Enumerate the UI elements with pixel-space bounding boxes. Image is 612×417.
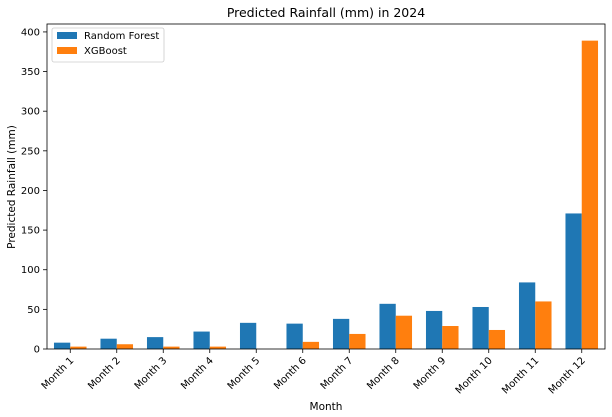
x-tick-label: Month 1 (40, 355, 77, 392)
legend: Random Forest XGBoost (51, 27, 165, 63)
bar-xgboost-4 (209, 346, 227, 349)
y-tick-label: 0 (34, 345, 40, 356)
y-tick-label: 100 (21, 265, 40, 276)
bar-random-forest-10 (472, 306, 489, 349)
plot-frame (46, 23, 606, 350)
bar-random-forest-4 (193, 331, 210, 349)
y-tick-label: 250 (21, 146, 40, 157)
bar-xgboost-9 (442, 326, 459, 349)
bar-random-forest-5 (239, 322, 257, 349)
x-tick-label: Month 5 (226, 355, 263, 392)
y-tick-label: 150 (21, 226, 40, 237)
bar-random-forest-2 (100, 338, 117, 349)
bar-xgboost-7 (349, 333, 366, 349)
bar-xgboost-12 (581, 40, 599, 350)
bar-xgboost-10 (488, 329, 506, 349)
legend-box (51, 27, 165, 63)
bar-random-forest-8 (379, 303, 396, 349)
bar-random-forest-7 (332, 318, 350, 349)
x-axis-label: Month (310, 401, 343, 413)
x-tick-label: Month 9 (412, 355, 449, 392)
y-tick-label: 200 (21, 186, 40, 197)
bar-random-forest-9 (425, 310, 443, 349)
bar-xgboost-6 (302, 341, 320, 349)
legend-label: Random Forest (84, 31, 159, 42)
x-tick-label: Month 4 (179, 355, 216, 392)
bar-random-forest-1 (53, 342, 71, 349)
y-axis: 0 50 100 150 200 250 300 350 400 (21, 27, 47, 356)
bar-random-forest-11 (518, 282, 536, 349)
x-tick-label: Month 11 (500, 355, 541, 396)
x-tick-label: Month 6 (272, 355, 309, 392)
x-tick-label: Month 12 (547, 355, 588, 396)
x-tick-label: Month 2 (86, 355, 123, 392)
bar-xgboost-1 (70, 346, 87, 349)
y-tick-label: 400 (21, 27, 40, 38)
x-axis: Month 1 Month 2 Month 3 Month 4 Month 5 Month… (40, 349, 588, 397)
legend-swatch (57, 47, 77, 54)
bar-random-forest-12 (565, 213, 582, 349)
y-tick-label: 350 (21, 67, 40, 78)
y-axis-label: Predicted Rainfall (mm) (6, 125, 18, 249)
y-tick-label: 50 (27, 305, 40, 316)
bar-random-forest-3 (146, 337, 164, 349)
x-tick-label: Month 10 (454, 355, 495, 396)
x-tick-label: Month 3 (133, 355, 170, 392)
x-tick-label: Month 8 (365, 355, 402, 392)
bar-random-forest-6 (286, 323, 303, 349)
bar-xgboost-3 (163, 346, 180, 349)
bar-xgboost-2 (116, 344, 134, 349)
bars-layer (53, 40, 599, 350)
legend-swatch (57, 32, 77, 39)
x-tick-label: Month 7 (319, 355, 356, 392)
y-tick-label: 300 (21, 107, 40, 118)
bar-xgboost-11 (535, 301, 552, 349)
legend-label: XGBoost (84, 46, 127, 57)
bar-xgboost-8 (395, 315, 413, 349)
chart-title: Predicted Rainfall (mm) in 2024 (227, 5, 425, 20)
